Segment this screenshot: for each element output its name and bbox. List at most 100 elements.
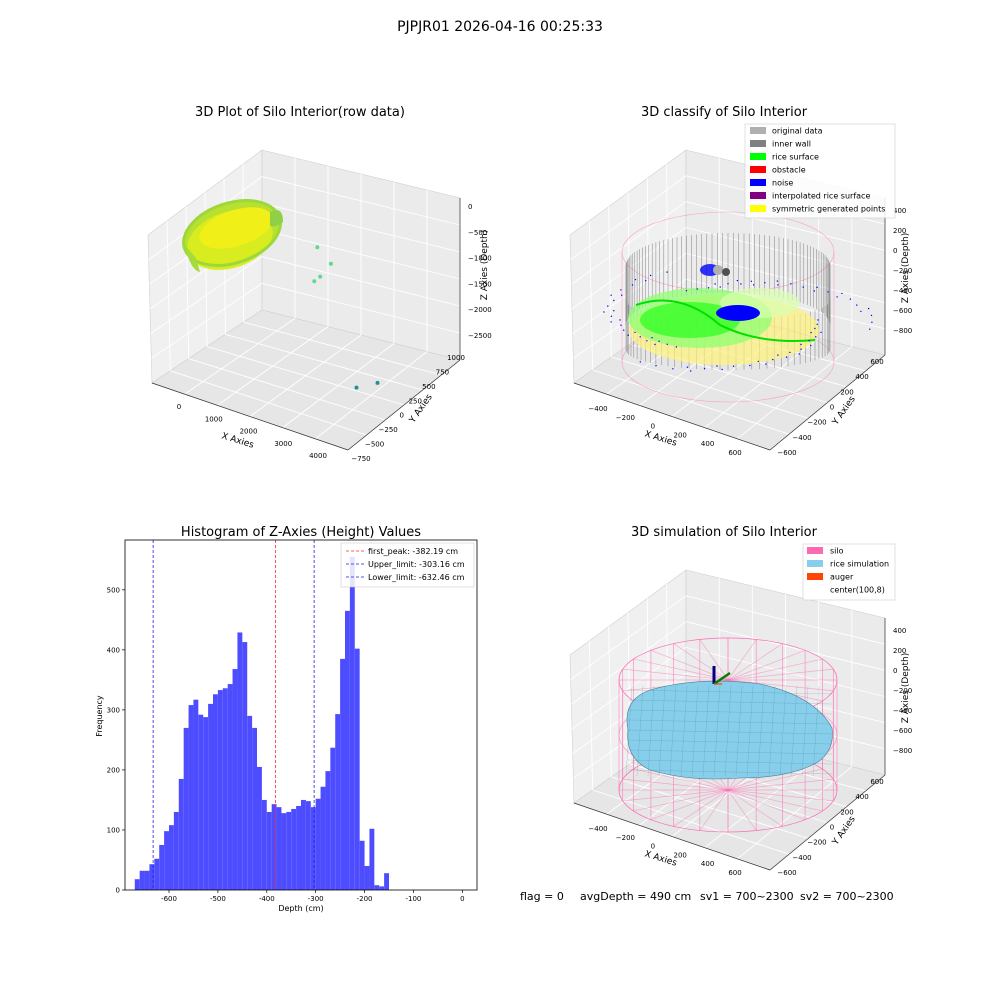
p1-xtick-3: 3000 <box>274 440 292 448</box>
p4-ytick-5: 400 <box>855 793 868 801</box>
mesh-line-a-0 <box>625 685 633 777</box>
silo-spoke-bot-1 <box>727 789 834 802</box>
y-tick-label-1: 100 <box>107 826 120 834</box>
noise-dot-38 <box>610 315 613 317</box>
histogram-bar-21 <box>237 632 243 890</box>
mesh-line-a-7 <box>702 685 710 777</box>
p4-ytick-4: 200 <box>840 808 853 816</box>
histogram-bar-20 <box>232 669 238 890</box>
p2-legend-label-2: rice surface <box>772 153 819 162</box>
noise-dot-27 <box>672 368 674 370</box>
noise-dot-41 <box>649 274 652 277</box>
noise-dot-20 <box>634 278 637 281</box>
noise-dot-1 <box>654 343 656 346</box>
silo-spoke-bot-22 <box>727 768 823 791</box>
y-tick-label-2: 200 <box>107 766 120 774</box>
x-axis-line <box>573 802 771 871</box>
noise-dot-4 <box>603 311 605 313</box>
histogram-bar-12 <box>193 699 199 890</box>
p1-ztick-5: −2500 <box>468 332 492 340</box>
p2-ytick-6: 600 <box>870 358 883 366</box>
p1-point-cloud <box>182 199 283 272</box>
silo-spoke-bot-7 <box>699 789 729 831</box>
p2-legend-label-4: noise <box>772 179 793 188</box>
silo-spoke-bot-11 <box>622 789 729 802</box>
p2-rice-surface-points <box>628 288 819 365</box>
noise-dot-32 <box>749 364 751 367</box>
noise-dot-36 <box>727 283 729 285</box>
histogram-bar-45 <box>354 648 360 890</box>
histogram-bar-46 <box>359 840 365 890</box>
mesh-line-b-6 <box>627 749 833 755</box>
p4-xtick-5: 600 <box>728 869 741 877</box>
histogram-bar-30 <box>281 813 287 890</box>
noise-dot-74 <box>716 365 718 367</box>
histogram-bar-17 <box>217 690 223 890</box>
noise-dot-34 <box>870 314 873 317</box>
histogram-bar-44 <box>349 556 355 890</box>
histogram-bar-14 <box>203 717 209 890</box>
p1-xtick-1: 1000 <box>205 415 223 423</box>
p1-xtick-4: 4000 <box>309 452 327 460</box>
silo-spoke-bot-8 <box>673 789 729 827</box>
silo-spoke-bot-5 <box>727 789 757 831</box>
x-tick-label-6: 0 <box>460 895 464 903</box>
silo-spoke-top-19 <box>727 639 757 681</box>
noise-dot-56 <box>658 340 660 342</box>
p2-ztick-2: 0 <box>893 247 897 255</box>
histogram-bar-47 <box>364 865 370 890</box>
p2-scattered-noise <box>603 271 873 372</box>
mesh-line-a-16 <box>801 685 809 777</box>
noise-dot-12 <box>610 294 612 296</box>
p1-outlier-point-0 <box>315 245 320 250</box>
footer-sv2: sv2 = 700~2300 <box>800 890 894 903</box>
noise-dot-9 <box>627 334 629 336</box>
noise-dot-29 <box>815 336 817 338</box>
noise-dot-18 <box>816 286 818 288</box>
noise-dot-35 <box>666 343 668 345</box>
p2-ytick-2: −200 <box>807 419 826 427</box>
histogram-bar-18 <box>222 688 228 890</box>
histogram-bar-43 <box>345 610 350 890</box>
p2-ytick-5: 400 <box>855 373 868 381</box>
x-tick-label-4: -200 <box>357 895 373 903</box>
noise-dot-69 <box>639 361 641 363</box>
silo-spoke-bot-23 <box>727 778 834 791</box>
y-tick-label-3: 300 <box>107 706 120 714</box>
noise-dot-60 <box>836 296 838 298</box>
p3-x-ticks: -600 -500 -400 -300 -200 -100 0 <box>161 890 465 903</box>
histogram-bar-41 <box>335 714 341 890</box>
silo-spoke-top-20 <box>727 643 783 681</box>
histogram-bar-13 <box>198 714 204 890</box>
mesh-line-b-3 <box>627 719 833 725</box>
p1-ztick-1: −500 <box>468 229 487 237</box>
footer-flag: flag = 0 <box>520 890 564 903</box>
p4-ztick-0: 400 <box>893 627 906 635</box>
noise-dot-2 <box>736 279 739 282</box>
noise-dot-59 <box>613 310 615 312</box>
p4-rice-surface <box>625 680 833 780</box>
histogram-bar-19 <box>227 684 233 890</box>
p2-z-axis-label: Z Axies (Depth) <box>901 233 911 304</box>
noise-dot-79 <box>777 354 779 356</box>
p3-vertical-lines <box>152 540 315 890</box>
p2-ztick-5: −600 <box>893 307 912 315</box>
noise-dot-48 <box>655 365 657 367</box>
noise-dot-44 <box>764 282 766 284</box>
noise-dot-50 <box>808 340 810 342</box>
histogram-bar-48 <box>369 828 375 890</box>
noise-dot-31 <box>790 283 792 285</box>
histogram-bar-1 <box>139 870 145 890</box>
p4-ytick-0: −600 <box>777 869 796 877</box>
y-tick-label-0: 0 <box>116 887 120 895</box>
mesh-line-a-6 <box>691 685 699 777</box>
p4-z-ticks: 400 200 0 −200 −400 −600 −800 <box>893 627 912 755</box>
histogram-bar-39 <box>325 771 331 890</box>
p4-ytick-2: −200 <box>807 839 826 847</box>
p2-ztick-1: 200 <box>893 227 906 235</box>
noise-dot-73 <box>813 290 815 292</box>
noise-dot-26 <box>849 298 852 300</box>
noise-dot-42 <box>814 327 816 330</box>
mesh-line-a-8 <box>713 685 721 777</box>
histogram-bar-34 <box>301 799 306 890</box>
